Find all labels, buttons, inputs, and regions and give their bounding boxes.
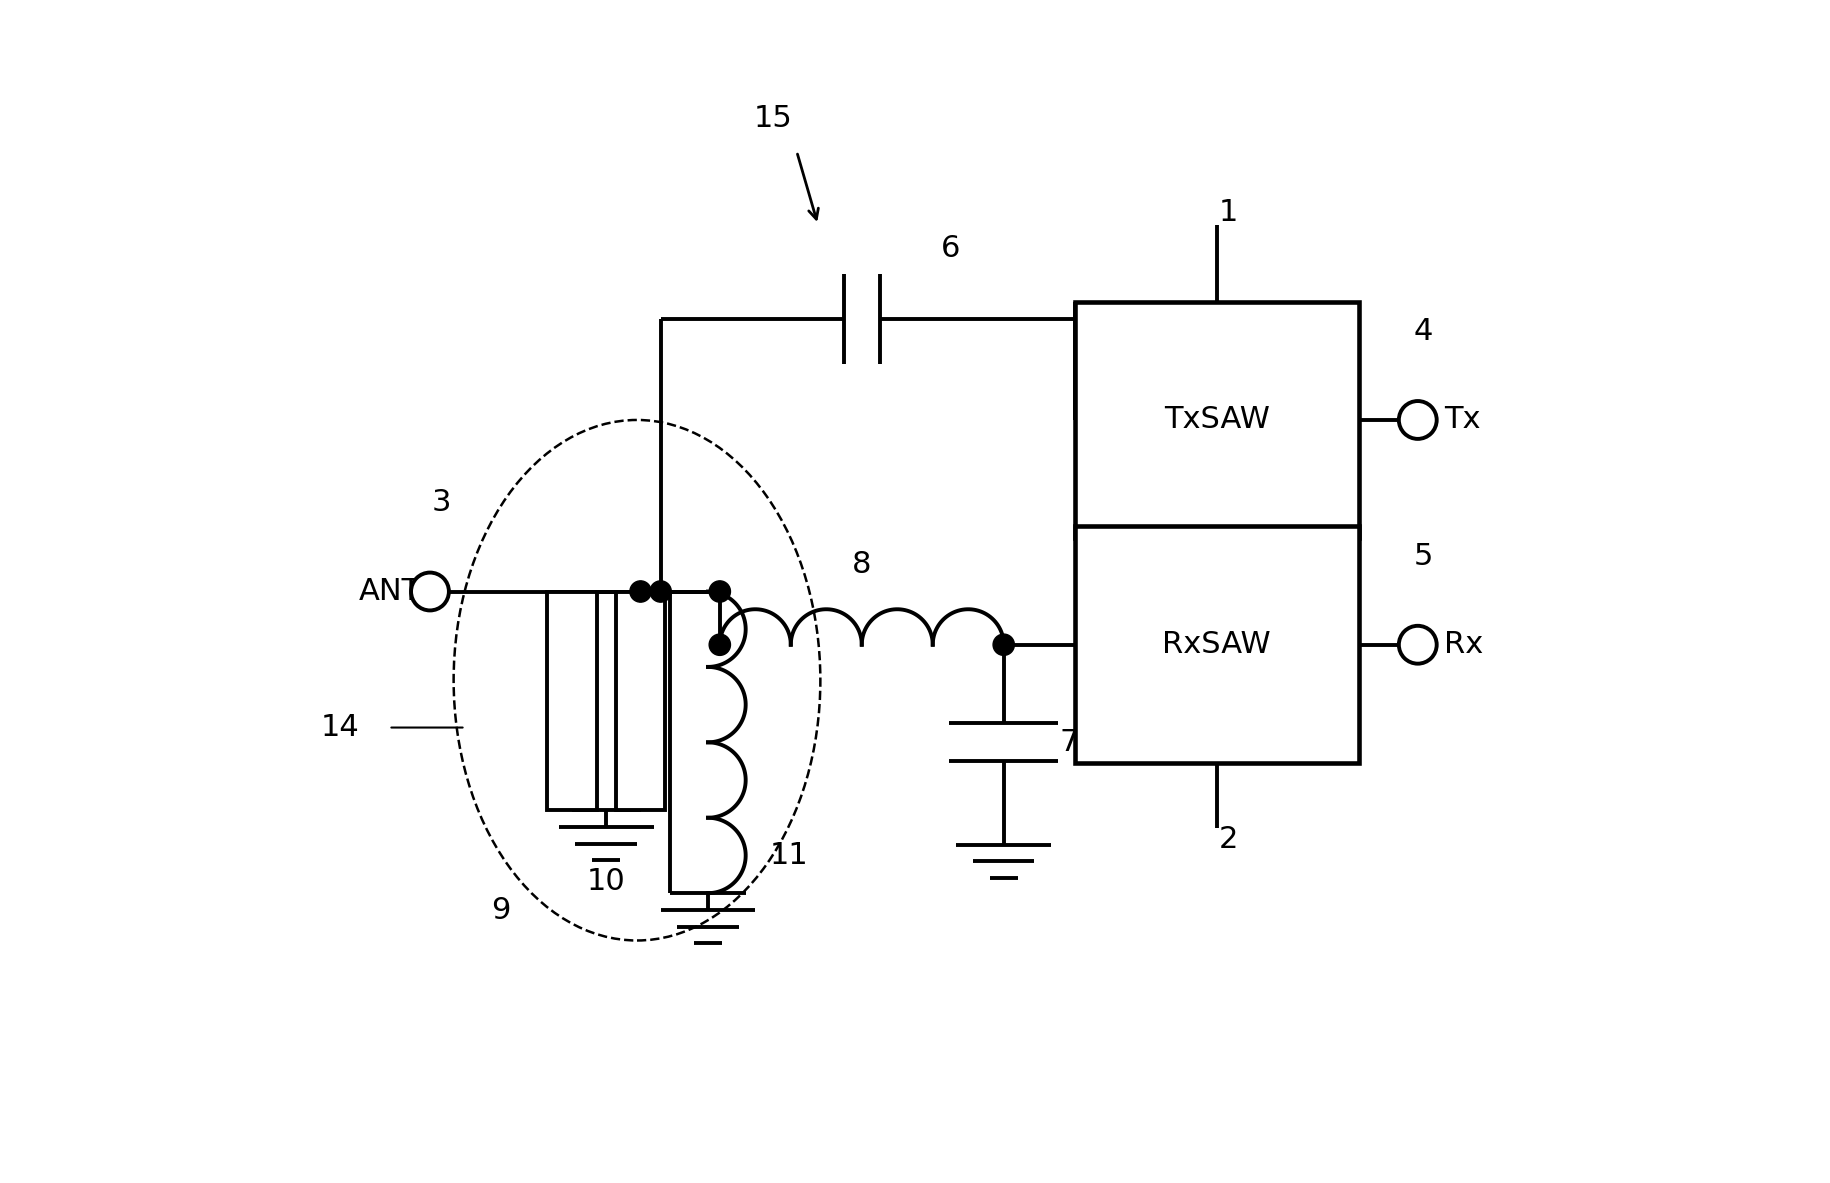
Bar	[1074, 302, 1358, 538]
Text: 2: 2	[1219, 826, 1239, 854]
Text: Tx: Tx	[1444, 406, 1480, 434]
Text: 3: 3	[432, 489, 452, 517]
Text: 7: 7	[1060, 728, 1078, 757]
Text: RxSAW: RxSAW	[1162, 631, 1272, 659]
Text: TxSAW: TxSAW	[1164, 406, 1270, 434]
Text: ANT: ANT	[359, 577, 421, 606]
Text: Rx: Rx	[1444, 631, 1482, 659]
Circle shape	[650, 581, 672, 602]
Circle shape	[1398, 401, 1437, 439]
Text: 1: 1	[1219, 199, 1239, 227]
Text: 15: 15	[754, 104, 792, 132]
Bar	[1074, 526, 1358, 763]
Text: 5: 5	[1415, 542, 1433, 570]
Text: 8: 8	[853, 550, 871, 578]
Text: 11: 11	[769, 841, 809, 870]
Text: 4: 4	[1415, 317, 1433, 345]
Circle shape	[710, 634, 730, 655]
Text: 14: 14	[320, 713, 359, 742]
Text: 10: 10	[587, 867, 626, 896]
Text: 6: 6	[941, 234, 961, 263]
Circle shape	[994, 634, 1014, 655]
Text: 9: 9	[490, 897, 511, 925]
Circle shape	[412, 573, 448, 610]
Bar	[615, 592, 666, 810]
Circle shape	[1398, 626, 1437, 664]
Circle shape	[630, 581, 651, 602]
Circle shape	[710, 581, 730, 602]
Bar	[547, 592, 597, 810]
